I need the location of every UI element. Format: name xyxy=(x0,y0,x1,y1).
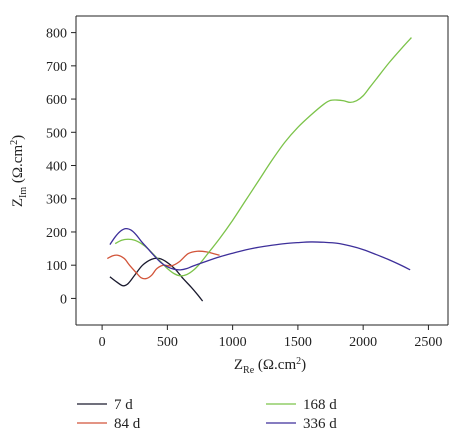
x-tick-label: 2500 xyxy=(414,335,442,350)
series-line-84d xyxy=(107,250,220,280)
x-axis-label: ZRe (Ω.cm2) xyxy=(234,356,306,376)
legend: 7 d 84 d 168 d 336 d xyxy=(77,397,337,432)
y-axis-label: ZIm (Ω.cm2) xyxy=(9,135,29,207)
y-tick-label: 100 xyxy=(46,259,67,274)
legend-label-84d: 84 d xyxy=(114,416,141,432)
x-tick-label: 0 xyxy=(99,335,106,350)
y-tick-label: 600 xyxy=(46,93,67,108)
x-tick-label: 1500 xyxy=(284,335,312,350)
x-tick-label: 2000 xyxy=(349,335,377,350)
legend-label-168d: 168 d xyxy=(303,397,337,413)
legend-label-336d: 336 d xyxy=(303,416,337,432)
y-tick-label: 0 xyxy=(60,292,67,307)
x-ticks: 0 500 1000 1500 2000 2500 xyxy=(99,325,442,350)
series-line-7d xyxy=(109,257,204,302)
y-tick-label: 700 xyxy=(46,60,67,75)
legend-label-7d: 7 d xyxy=(114,397,133,413)
y-tick-label: 300 xyxy=(46,193,67,208)
series-lines xyxy=(107,37,412,302)
y-tick-label: 800 xyxy=(46,27,67,42)
x-tick-label: 1000 xyxy=(219,335,247,350)
x-tick-label: 500 xyxy=(157,335,178,350)
y-tick-label: 400 xyxy=(46,160,67,175)
series-line-336d xyxy=(109,227,411,271)
y-tick-label: 500 xyxy=(46,126,67,141)
series-line-168d xyxy=(114,37,412,277)
y-tick-label: 200 xyxy=(46,226,67,241)
y-ticks: 0 100 200 300 400 500 600 700 800 xyxy=(46,27,76,307)
